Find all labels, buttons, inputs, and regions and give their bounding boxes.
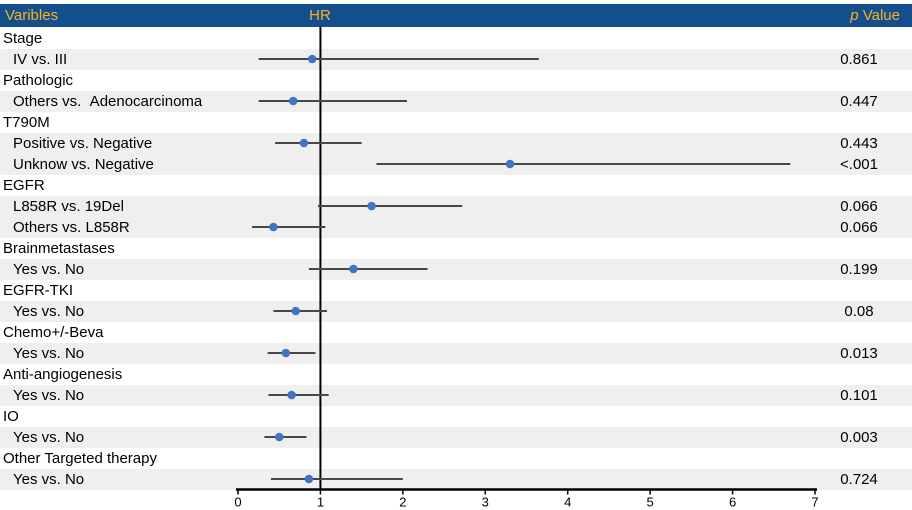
row-label: Yes vs. No	[13, 302, 85, 320]
group-row: T790M	[0, 112, 912, 133]
group-row: Anti-angiogenesis	[0, 364, 912, 385]
p-value-rest-label: Value	[858, 7, 900, 24]
header-bar: Varibles HR p Value	[0, 4, 912, 27]
axis-tick-label: 2	[399, 495, 406, 510]
group-row: Stage	[0, 28, 912, 49]
row-label: Yes vs. No	[13, 470, 85, 488]
data-row: Others vs. Adenocarcinoma 0.447	[0, 90, 912, 112]
hr-dot	[291, 306, 301, 316]
hr-dot	[274, 432, 284, 442]
row-label: Brainmetastases	[3, 239, 115, 257]
row-label: Unknow vs. Negative	[13, 155, 154, 173]
row-label: Stage	[3, 29, 43, 47]
row-label: Yes vs. No	[13, 386, 85, 404]
p-value: <.001	[840, 155, 878, 173]
variables-header-label: Varibles	[5, 7, 59, 24]
hr-dot	[288, 96, 298, 106]
row-label: IV vs. III	[13, 50, 68, 68]
axis-tick-label: 6	[729, 495, 736, 510]
group-row: EGFR	[0, 175, 912, 196]
p-value: 0.447	[840, 92, 878, 110]
row-label: Yes vs. No	[13, 260, 85, 278]
row-label: IO	[3, 407, 19, 425]
data-row: Others vs. L858R 0.066	[0, 216, 912, 238]
row-label: Positive vs. Negative	[13, 134, 153, 152]
p-value: 0.199	[840, 260, 878, 278]
data-row: Yes vs. No 0.101	[0, 384, 912, 406]
hr-header-label: HR	[309, 7, 331, 24]
hr-dot	[367, 201, 376, 211]
group-row: Chemo+/-Beva	[0, 322, 912, 343]
axis-tick-label: 7	[811, 495, 818, 510]
axis-tick-label: 5	[647, 495, 654, 510]
row-label: Yes vs. No	[13, 428, 85, 446]
hr-dot	[287, 390, 296, 400]
hr-dot	[299, 138, 309, 148]
row-label: L858R vs. 19Del	[13, 197, 124, 215]
p-value: 0.066	[840, 197, 878, 215]
p-value-header-label: p Value	[850, 4, 900, 27]
hr-dot	[307, 54, 317, 64]
data-row: Yes vs. No 0.08	[0, 300, 912, 322]
p-value: 0.724	[840, 470, 878, 488]
row-label: EGFR-TKI	[3, 281, 73, 299]
axis-tick-label: 0	[234, 495, 241, 510]
hr-dot	[281, 348, 291, 358]
group-row: EGFR-TKI	[0, 280, 912, 301]
row-label: Pathologic	[3, 71, 74, 89]
group-row: Other Targeted therapy	[0, 448, 912, 469]
group-row: Brainmetastases	[0, 238, 912, 259]
hr-dot	[304, 474, 314, 484]
p-value: 0.101	[840, 386, 878, 404]
data-row: Yes vs. No 0.013	[0, 342, 912, 364]
row-label: Others vs. Adenocarcinoma	[13, 92, 203, 110]
p-value: 0.08	[844, 302, 874, 320]
axis-tick-label: 1	[317, 495, 324, 510]
hr-dot	[349, 264, 358, 274]
p-value: 0.013	[840, 344, 878, 362]
hr-dot	[269, 222, 278, 232]
group-row: Pathologic	[0, 70, 912, 91]
p-value: 0.066	[840, 218, 878, 236]
p-value: 0.443	[840, 134, 878, 152]
row-label: Other Targeted therapy	[3, 449, 157, 467]
p-value: 0.861	[840, 50, 878, 68]
row-label: EGFR	[3, 176, 45, 194]
p-value: 0.003	[840, 428, 878, 446]
row-label: Anti-angiogenesis	[3, 365, 123, 383]
row-label: T790M	[3, 113, 50, 131]
p-italic-label: p	[850, 7, 859, 24]
hr-dot	[505, 159, 515, 169]
row-label: Chemo+/-Beva	[3, 323, 104, 341]
row-label: Others vs. L858R	[13, 218, 130, 236]
data-row: Positive vs. Negative 0.443	[0, 132, 912, 154]
data-row: Yes vs. No 0.199	[0, 258, 912, 280]
data-row: Yes vs. No 0.003	[0, 426, 912, 448]
data-row: Yes vs. No 0.724	[0, 468, 912, 490]
axis-tick-label: 4	[564, 495, 571, 510]
axis-tick-label: 3	[482, 495, 489, 510]
row-label: Yes vs. No	[13, 344, 85, 362]
group-row: IO	[0, 406, 912, 427]
